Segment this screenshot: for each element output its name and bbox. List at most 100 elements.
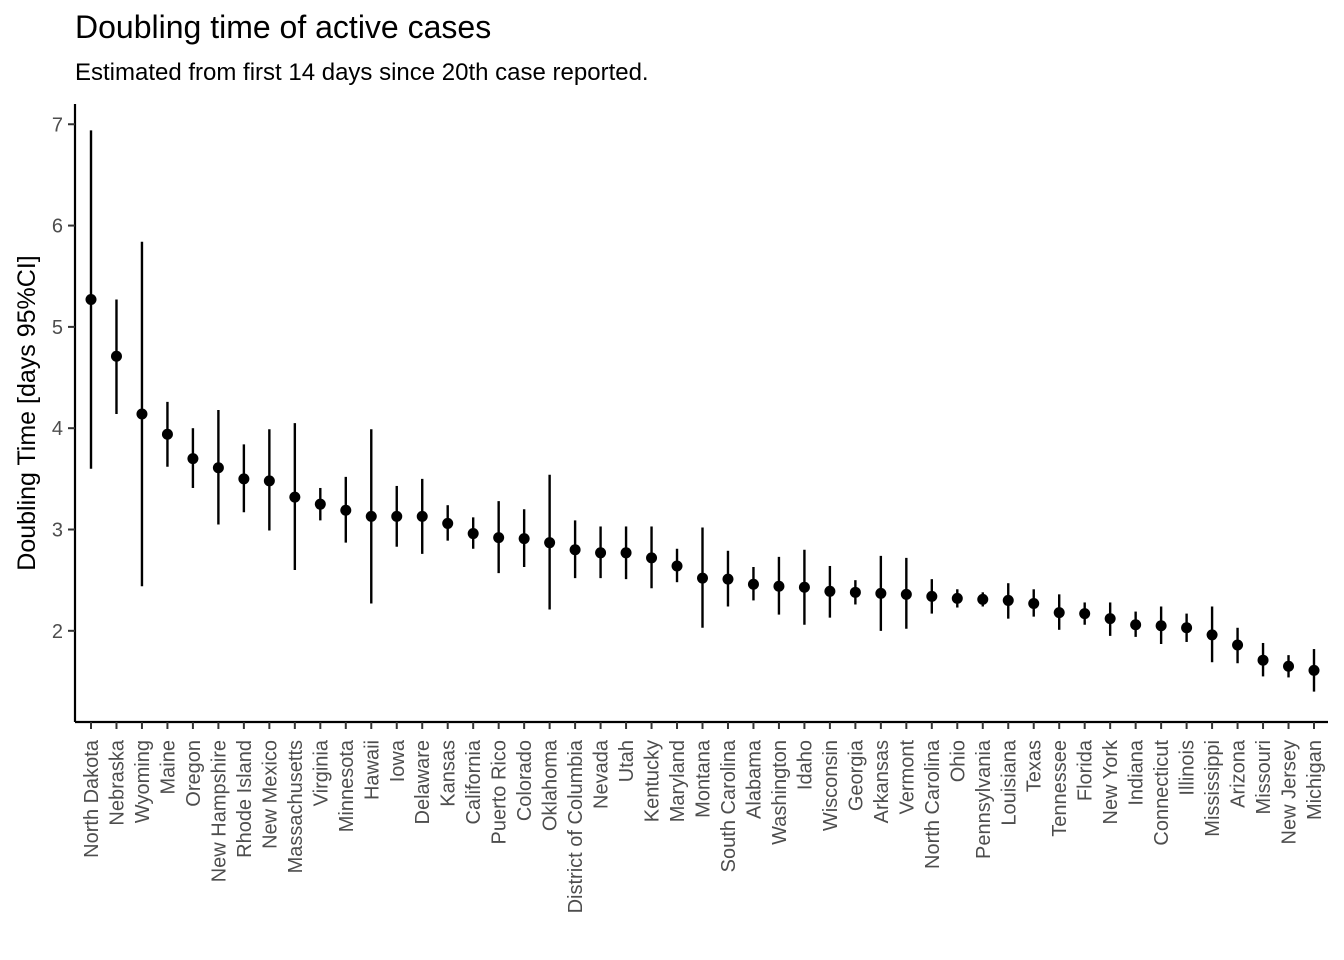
data-point [1181, 622, 1193, 634]
data-point [798, 581, 810, 593]
x-tick-label: Illinois [1177, 740, 1199, 796]
data-point [722, 573, 734, 585]
x-tick-label: Missouri [1253, 740, 1275, 814]
x-tick-label: Maine [157, 740, 179, 794]
data-point [747, 578, 759, 590]
data-point [671, 560, 683, 572]
data-point [365, 510, 377, 522]
x-tick-label: Delaware [412, 740, 434, 824]
data-point [1053, 607, 1065, 619]
y-tick-label: 4 [52, 418, 63, 440]
data-point [442, 517, 454, 529]
data-point [1028, 597, 1040, 609]
x-tick-label: Montana [693, 739, 715, 818]
data-point [544, 537, 556, 549]
y-tick-label: 6 [52, 216, 63, 238]
data-point [620, 547, 632, 559]
chart-subtitle: Estimated from first 14 days since 20th … [75, 59, 649, 86]
x-tick-label: Vermont [896, 740, 918, 815]
x-tick-label: Maryland [667, 740, 689, 822]
x-tick-label: New Mexico [259, 740, 281, 849]
x-tick-label: South Carolina [718, 739, 740, 872]
x-tick-label: Virginia [310, 739, 332, 806]
x-tick-label: Utah [616, 740, 638, 782]
x-tick-label: Kentucky [642, 740, 664, 822]
x-tick-label: Wisconsin [820, 740, 842, 831]
data-point [289, 491, 301, 503]
data-point [110, 350, 122, 362]
x-tick-label: Ohio [947, 740, 969, 782]
y-tick-label: 5 [52, 317, 63, 339]
y-axis-label: Doubling Time [days 95%CI] [13, 255, 41, 570]
x-tick-label: Iowa [387, 739, 409, 782]
data-point [595, 547, 607, 559]
x-tick-label: Oregon [183, 740, 205, 807]
x-tick-label: Hawaii [361, 740, 383, 800]
x-tick-label: New York [1100, 739, 1122, 824]
data-point [1130, 619, 1142, 631]
y-tick-label: 3 [52, 520, 63, 542]
data-point [1104, 613, 1116, 625]
data-point [773, 580, 785, 592]
data-point [340, 504, 352, 516]
data-point [951, 592, 963, 604]
data-marks [85, 130, 1320, 692]
data-point [391, 510, 403, 522]
x-tick-label: Puerto Rico [489, 740, 511, 845]
data-point [1308, 664, 1320, 676]
data-point [977, 593, 989, 605]
data-point [824, 585, 836, 597]
x-tick-label: Mississippi [1202, 740, 1224, 837]
x-tick-label: Alabama [743, 739, 765, 819]
x-tick-label: Washington [769, 740, 791, 845]
x-tick-label: Massachusetts [285, 740, 307, 873]
x-tick-label: New Jersey [1279, 740, 1301, 844]
data-point [1257, 654, 1269, 666]
data-point [518, 533, 530, 545]
x-tick-label: Rhode Island [234, 740, 256, 858]
data-point [416, 510, 428, 522]
data-point [646, 552, 658, 564]
x-tick-label: North Carolina [922, 739, 944, 869]
data-point [136, 408, 148, 420]
x-tick-label: Nevada [591, 739, 613, 809]
x-tick-label: Louisiana [998, 739, 1020, 826]
x-tick-label: Connecticut [1151, 740, 1173, 846]
data-point [161, 428, 173, 440]
data-point [1002, 594, 1014, 606]
x-tick-label: Georgia [845, 739, 867, 811]
x-tick-label: Kansas [438, 740, 460, 807]
x-tick-label: Idaho [794, 740, 816, 790]
x-tick-label: Florida [1075, 739, 1097, 801]
chart-title: Doubling time of active cases [75, 9, 492, 45]
data-point [187, 453, 199, 465]
data-point [263, 475, 275, 487]
data-point [1283, 660, 1295, 672]
x-tick-label: California [463, 739, 485, 824]
data-point [238, 473, 250, 485]
data-point [1155, 620, 1167, 632]
x-tick-label: Indiana [1126, 739, 1148, 805]
data-point [1232, 639, 1244, 651]
x-tick-label: Pennsylvania [973, 739, 995, 859]
data-point [493, 532, 505, 544]
x-tick-label: Colorado [514, 740, 536, 821]
x-tick-label: New Hampshire [208, 740, 230, 882]
y-tick-label: 2 [52, 621, 63, 643]
x-tick-label: Minnesota [336, 739, 358, 832]
x-tick-label: Michigan [1304, 740, 1326, 820]
x-tick-label: Wyoming [132, 740, 154, 823]
x-tick-label: District of Columbia [565, 739, 587, 913]
data-point [314, 498, 326, 510]
data-point [1079, 608, 1091, 620]
x-axis: North Dakota Nebraska Wyoming Maine Oregon Ne… [75, 720, 1328, 913]
data-point [900, 588, 912, 600]
y-axis: 2 3 4 5 6 7 [52, 104, 77, 722]
x-tick-label: Tennessee [1049, 740, 1071, 837]
data-point [569, 544, 581, 556]
data-point [212, 462, 224, 474]
x-tick-label: Arkansas [871, 740, 893, 823]
x-tick-label: Arizona [1228, 739, 1250, 808]
data-point [85, 294, 97, 306]
